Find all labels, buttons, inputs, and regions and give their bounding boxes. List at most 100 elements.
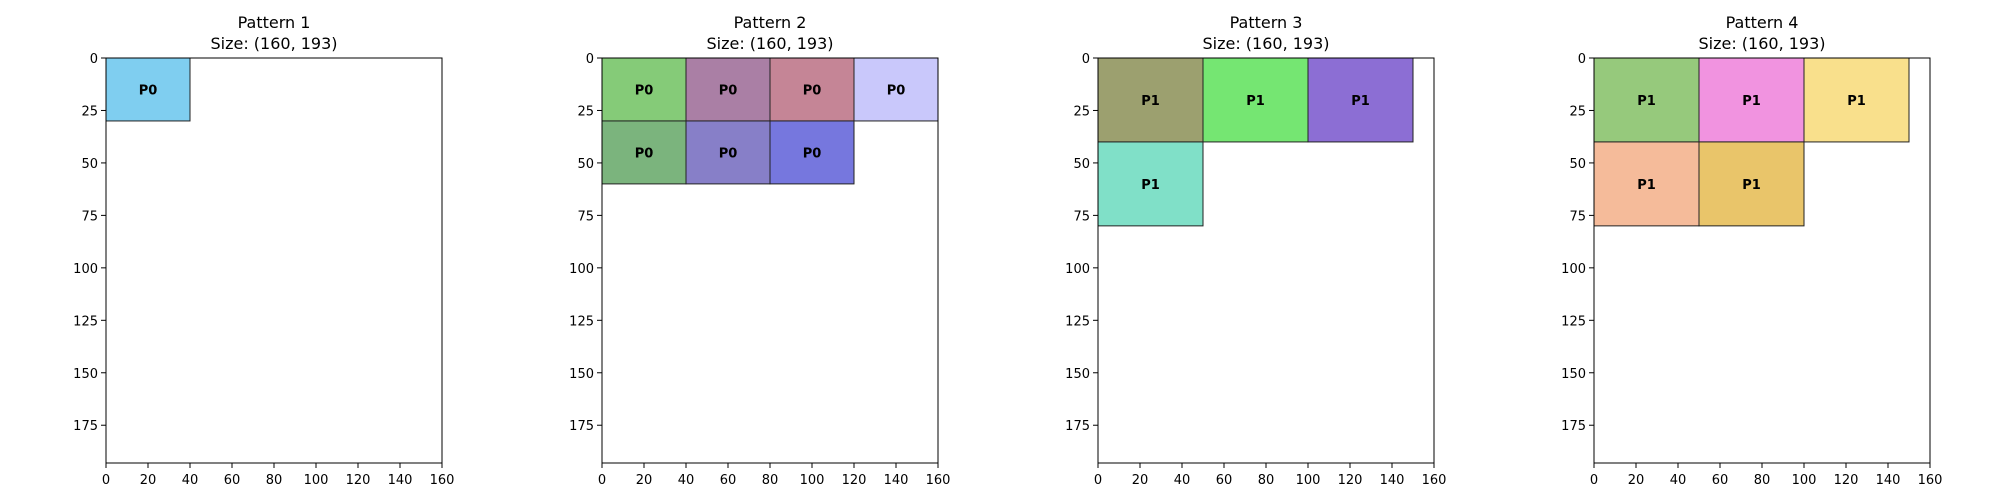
y-tick-label: 75: [81, 209, 98, 224]
x-tick-label: 140: [1380, 473, 1405, 488]
placed-rectangle: [853, 57, 939, 122]
rectangle-label: P1: [1141, 178, 1160, 193]
chart-panel-2: Pattern 2 Size: (160, 193) P0 P0 P0 P0 P0 P0 P0 0…: [569, 13, 950, 488]
chart-panel-4: Pattern 4 Size: (160, 193) P1 P1 P1 P1 P1 0 20 40…: [1561, 13, 1942, 488]
x-tick-label: 80: [1754, 473, 1771, 488]
rectangle-label: P1: [1141, 94, 1160, 109]
rectangle-label: P1: [1246, 94, 1265, 109]
placed-rectangle: [1593, 141, 1700, 227]
placed-rectangle: [1097, 57, 1204, 143]
rectangle-label: P1: [1351, 94, 1370, 109]
y-tick-label: 125: [569, 314, 594, 329]
x-tick-label: 80: [266, 473, 283, 488]
x-tick-label: 120: [842, 473, 867, 488]
y-tick-label: 25: [1569, 104, 1586, 119]
x-tick-label: 0: [102, 473, 110, 488]
x-tick-label: 40: [1670, 473, 1687, 488]
x-tick-label: 0: [1590, 473, 1598, 488]
y-tick-label: 75: [577, 209, 594, 224]
chart-title: Pattern 2: [734, 13, 807, 32]
panels: Pattern 1 Size: (160, 193) P0 0 20 40 60 80 100 1…: [73, 13, 1942, 488]
x-tick-label: 140: [1876, 473, 1901, 488]
placed-rectangle: [601, 57, 687, 122]
y-tick-label: 175: [1065, 419, 1090, 434]
y-tick-label: 75: [1569, 209, 1586, 224]
y-tick-label: 0: [90, 52, 98, 67]
x-tick-label: 20: [1132, 473, 1149, 488]
y-tick-label: 50: [81, 157, 98, 172]
x-tick-label: 100: [1296, 473, 1321, 488]
chart-title: Pattern 4: [1726, 13, 1799, 32]
x-tick-label: 100: [800, 473, 825, 488]
rectangle-label: P1: [1637, 178, 1656, 193]
x-tick-label: 160: [1918, 473, 1943, 488]
rectangle-label: P0: [719, 83, 738, 98]
placed-rectangle: [1097, 141, 1204, 227]
y-tick-label: 50: [1073, 157, 1090, 172]
x-tick-label: 100: [1792, 473, 1817, 488]
x-tick-label: 20: [140, 473, 157, 488]
placed-rectangle: [685, 120, 771, 185]
rectangle-label: P1: [1637, 94, 1656, 109]
x-tick-label: 100: [304, 473, 329, 488]
y-tick-label: 150: [73, 367, 98, 382]
x-tick-label: 60: [1216, 473, 1233, 488]
y-tick-label: 75: [1073, 209, 1090, 224]
x-tick-label: 60: [720, 473, 737, 488]
x-tick-label: 160: [430, 473, 455, 488]
x-tick-label: 120: [1338, 473, 1363, 488]
y-tick-label: 100: [569, 262, 594, 277]
chart-subtitle: Size: (160, 193): [1698, 34, 1825, 53]
chart-subtitle: Size: (160, 193): [706, 34, 833, 53]
rectangle-label: P0: [139, 83, 158, 98]
chart-panel-1: Pattern 1 Size: (160, 193) P0 0 20 40 60 80 100 1…: [73, 13, 454, 488]
chart-title: Pattern 3: [1230, 13, 1303, 32]
placed-rectangle: [1307, 57, 1414, 143]
placed-rectangle: [1803, 57, 1910, 143]
x-tick-label: 40: [182, 473, 199, 488]
y-tick-label: 100: [1561, 262, 1586, 277]
y-tick-label: 175: [569, 419, 594, 434]
placed-rectangle: [601, 120, 687, 185]
chart-subtitle: Size: (160, 193): [1202, 34, 1329, 53]
y-tick-label: 150: [569, 367, 594, 382]
x-tick-label: 20: [636, 473, 653, 488]
y-tick-label: 175: [1561, 419, 1586, 434]
chart-subtitle: Size: (160, 193): [210, 34, 337, 53]
x-tick-label: 80: [1258, 473, 1275, 488]
y-tick-label: 25: [81, 104, 98, 119]
rectangle-label: P0: [803, 83, 822, 98]
placed-rectangle: [1698, 57, 1805, 143]
x-tick-label: 160: [926, 473, 951, 488]
y-tick-label: 50: [1569, 157, 1586, 172]
y-tick-label: 125: [1065, 314, 1090, 329]
y-tick-label: 25: [1073, 104, 1090, 119]
x-tick-label: 140: [388, 473, 413, 488]
x-tick-label: 120: [346, 473, 371, 488]
rectangle-label: P0: [719, 146, 738, 161]
x-tick-label: 140: [884, 473, 909, 488]
y-tick-label: 175: [73, 419, 98, 434]
rectangle-label: P1: [1742, 178, 1761, 193]
y-tick-label: 0: [1578, 52, 1586, 67]
y-tick-label: 125: [1561, 314, 1586, 329]
chart-title: Pattern 1: [238, 13, 311, 32]
x-tick-label: 120: [1834, 473, 1859, 488]
x-tick-label: 60: [1712, 473, 1729, 488]
x-tick-label: 80: [762, 473, 779, 488]
x-tick-label: 40: [1174, 473, 1191, 488]
x-tick-label: 40: [678, 473, 695, 488]
y-tick-label: 150: [1065, 367, 1090, 382]
y-tick-label: 100: [1065, 262, 1090, 277]
rectangle-label: P1: [1742, 94, 1761, 109]
x-tick-label: 20: [1628, 473, 1645, 488]
chart-panel-3: Pattern 3 Size: (160, 193) P1 P1 P1 P1 0 20 40 60…: [1065, 13, 1446, 488]
placed-rectangle: [685, 57, 771, 122]
y-tick-label: 50: [577, 157, 594, 172]
placed-rectangle: [769, 120, 855, 185]
placed-rectangle: [769, 57, 855, 122]
rectangle-label: P1: [1847, 94, 1866, 109]
y-tick-label: 125: [73, 314, 98, 329]
y-tick-label: 0: [1082, 52, 1090, 67]
